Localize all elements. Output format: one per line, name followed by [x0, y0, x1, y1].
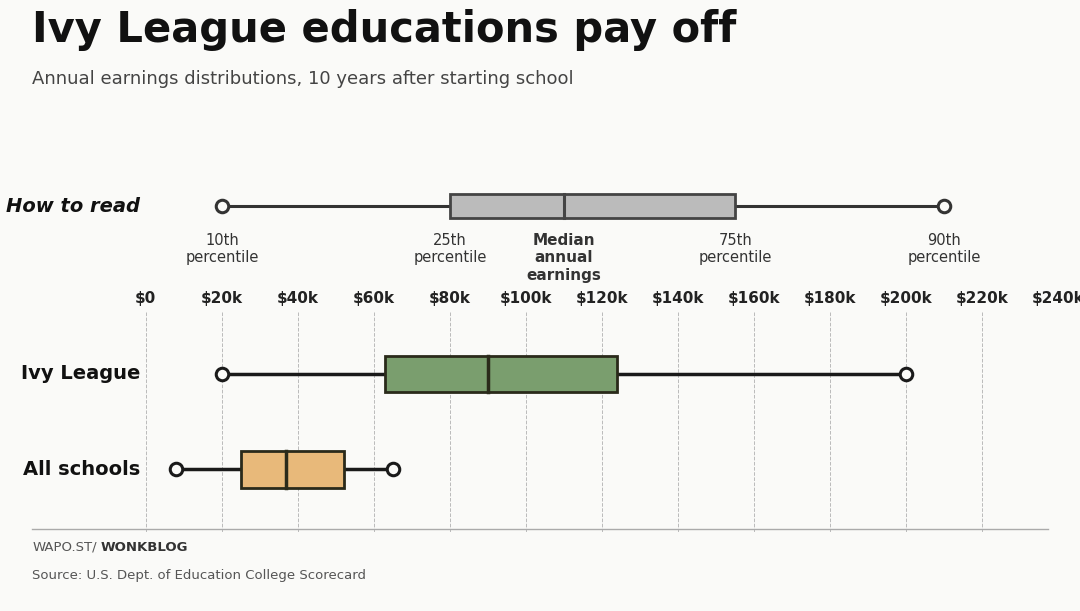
Text: 25th
percentile: 25th percentile [414, 233, 487, 265]
Bar [450, 194, 735, 218]
Text: WONKBLOG: WONKBLOG [100, 541, 188, 554]
Text: How to read: How to read [6, 197, 140, 216]
Bar [241, 452, 343, 488]
Text: Annual earnings distributions, 10 years after starting school: Annual earnings distributions, 10 years … [32, 70, 575, 88]
Bar [386, 356, 618, 392]
Text: WAPO.ST/: WAPO.ST/ [32, 541, 97, 554]
Text: Source: U.S. Dept. of Education College Scorecard: Source: U.S. Dept. of Education College … [32, 569, 366, 582]
Text: 10th
percentile: 10th percentile [185, 233, 258, 265]
Text: 75th
percentile: 75th percentile [699, 233, 772, 265]
Text: Ivy League educations pay off: Ivy League educations pay off [32, 9, 737, 51]
Text: 90th
percentile: 90th percentile [907, 233, 981, 265]
Text: Median
annual
earnings: Median annual earnings [527, 233, 602, 283]
Text: All schools: All schools [23, 460, 140, 479]
Text: Ivy League: Ivy League [21, 364, 140, 383]
